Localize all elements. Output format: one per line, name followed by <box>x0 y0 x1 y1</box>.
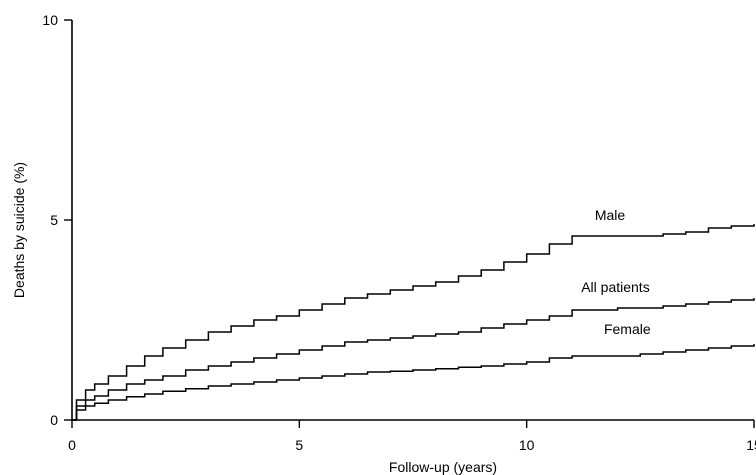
y-axis-label: Deaths by suicide (%) <box>11 162 27 298</box>
y-tick-label: 0 <box>50 412 58 428</box>
series-line-female <box>72 344 755 421</box>
x-tick-label: 0 <box>68 437 76 453</box>
series-label-male: Male <box>595 207 626 223</box>
series-label-female: Female <box>604 321 651 337</box>
y-tick-label: 10 <box>42 12 58 28</box>
series-lines <box>72 224 755 421</box>
series-label-all-patients: All patients <box>581 279 649 295</box>
y-ticks: 0 5 10 <box>42 12 72 428</box>
x-tick-label: 10 <box>519 437 535 453</box>
x-axis-label: Follow-up (years) <box>389 459 497 475</box>
series-labels: Male All patients Female <box>581 207 651 337</box>
x-ticks: 0 5 10 15 <box>68 420 756 453</box>
x-tick-label: 5 <box>295 437 303 453</box>
series-line-all-patients <box>72 298 755 421</box>
x-tick-label: 15 <box>746 437 756 453</box>
series-line-male <box>72 224 755 421</box>
y-tick-label: 5 <box>50 212 58 228</box>
axes <box>71 20 754 421</box>
